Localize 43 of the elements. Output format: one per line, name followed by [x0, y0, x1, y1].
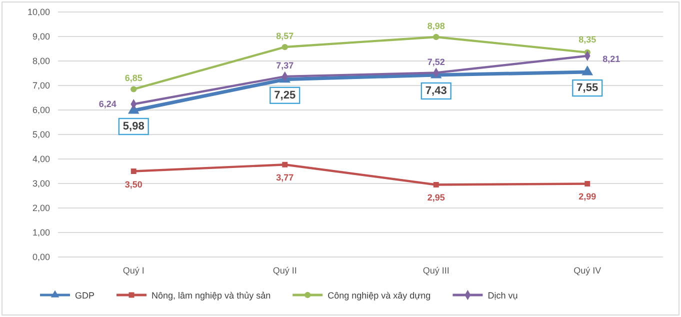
- point: [433, 182, 439, 188]
- point: [282, 44, 288, 50]
- point: [130, 168, 136, 174]
- legend-label: Nông, lâm nghiệp và thủy sản: [152, 290, 271, 300]
- data-label: 8,98: [427, 20, 445, 31]
- legend-label: Dịch vụ: [488, 290, 518, 300]
- data-label: 6,85: [124, 73, 142, 84]
- data-label: 2,95: [427, 192, 445, 203]
- point: [130, 86, 137, 92]
- y-tick-label: 10,00: [27, 6, 50, 17]
- data-label: 2,99: [578, 192, 596, 202]
- y-tick-label: 6,00: [32, 104, 50, 115]
- data-label: 7,52: [427, 56, 445, 67]
- data-label: 3,50: [124, 179, 142, 190]
- data-label: 8,57: [276, 31, 294, 42]
- y-tick-label: 7,00: [32, 80, 50, 90]
- point: [282, 162, 288, 168]
- data-label: 7,43: [425, 84, 447, 97]
- y-tick-label: 8,00: [32, 56, 50, 66]
- legend-label: Công nghiệp và xây dựng: [328, 290, 431, 300]
- y-tick-label: 2,00: [32, 202, 50, 213]
- x-tick-label: Quý IV: [574, 265, 602, 276]
- data-label: 6,24: [98, 99, 116, 110]
- y-tick-label: 0,00: [32, 252, 50, 262]
- y-tick-label: 4,00: [32, 154, 50, 164]
- data-label: 8,21: [602, 54, 620, 64]
- point: [582, 66, 594, 76]
- data-label: 7,25: [274, 89, 296, 102]
- y-tick-label: 9,00: [32, 31, 50, 42]
- data-label: 5,98: [122, 120, 144, 132]
- data-label: 3,77: [276, 172, 294, 183]
- x-tick-label: Quý III: [422, 265, 450, 276]
- legend-label: GDP: [75, 290, 95, 300]
- data-label: 8,35: [578, 34, 596, 44]
- x-tick-label: Quý I: [122, 265, 144, 276]
- data-label: 7,37: [276, 60, 294, 70]
- y-tick-label: 3,00: [32, 178, 50, 188]
- point: [433, 34, 440, 40]
- y-tick-label: 1,00: [32, 227, 50, 238]
- x-tick-label: Quý II: [272, 265, 297, 276]
- y-tick-label: 5,00: [32, 129, 50, 140]
- data-label: 7,55: [576, 82, 598, 94]
- point: [584, 181, 590, 186]
